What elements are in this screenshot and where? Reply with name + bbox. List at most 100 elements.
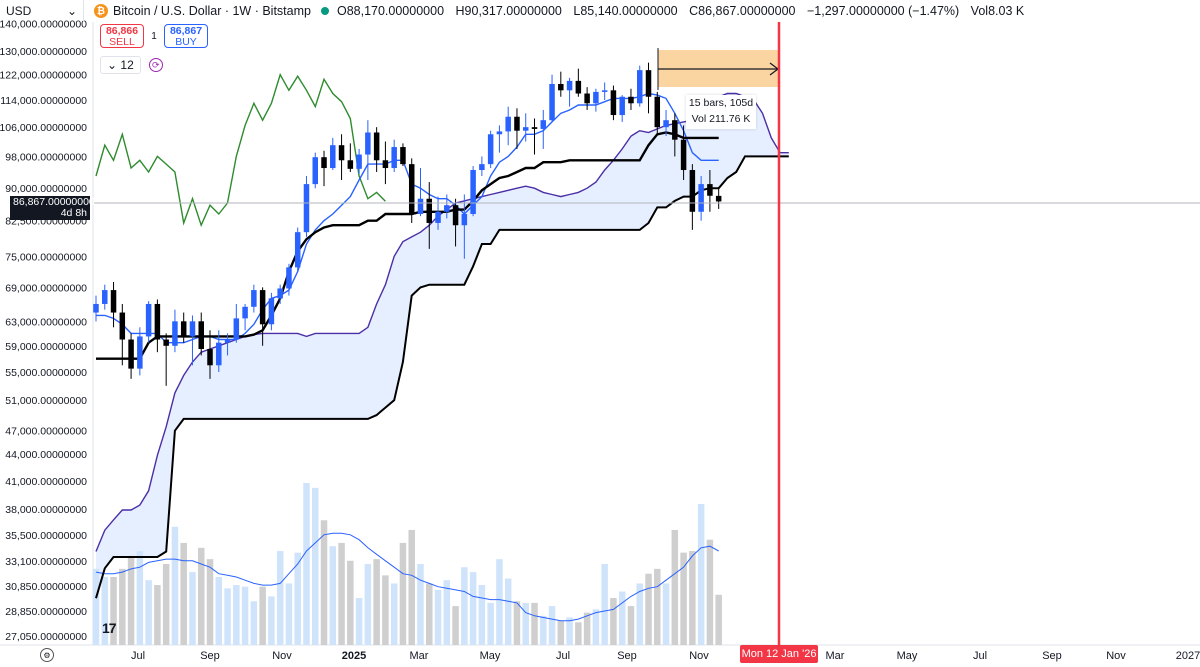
last-price-tag: 86,867.00000000 4d 8h bbox=[10, 196, 95, 220]
sell-price: 86,866 bbox=[105, 25, 139, 37]
volume-bar bbox=[110, 576, 117, 645]
high-value: 90,317.00000000 bbox=[464, 4, 562, 18]
candle-body bbox=[251, 290, 257, 307]
candle-body bbox=[514, 116, 520, 131]
volume-bar bbox=[706, 539, 714, 645]
indicator-count-button[interactable]: ⌄ 12 bbox=[100, 56, 141, 74]
volume-bar bbox=[171, 526, 179, 645]
symbol-title[interactable]: ₿ Bitcoin / U.S. Dollar · 1W · Bitstamp bbox=[94, 4, 311, 18]
volume-bar bbox=[338, 542, 345, 645]
volume-bar bbox=[180, 542, 187, 645]
volume-bar bbox=[233, 585, 240, 645]
volume-bar bbox=[627, 606, 635, 645]
candle-body bbox=[531, 127, 538, 129]
tradingview-logo-icon[interactable]: 17 bbox=[102, 620, 117, 636]
candle-body bbox=[145, 303, 152, 337]
candle-body bbox=[689, 170, 696, 212]
leading-span-b-line bbox=[95, 155, 789, 599]
volume-bar bbox=[382, 575, 389, 645]
volume-bar bbox=[671, 529, 679, 645]
x-tick-label: Nov bbox=[1106, 650, 1126, 662]
y-tick-label: 114,000.00000000 bbox=[0, 95, 87, 107]
candle-body bbox=[102, 290, 108, 304]
y-tick-label: 33,100.00000000 bbox=[5, 556, 87, 568]
candle-body bbox=[312, 157, 318, 185]
volume-bar bbox=[197, 547, 205, 645]
candle-body bbox=[338, 145, 345, 161]
candle-body bbox=[356, 154, 362, 169]
candle-body bbox=[654, 96, 661, 128]
volume-bar bbox=[145, 580, 152, 645]
sell-button[interactable]: 86,866 SELL bbox=[100, 24, 144, 48]
candle-body bbox=[365, 132, 371, 155]
vol-value: 8.03 K bbox=[988, 4, 1025, 18]
candle-body bbox=[233, 318, 240, 340]
y-tick-label: 122,000.00000000 bbox=[0, 70, 87, 82]
candle-body bbox=[259, 290, 266, 325]
candle-body bbox=[452, 205, 459, 226]
candle-body bbox=[198, 321, 204, 349]
buy-button[interactable]: 86,867 BUY bbox=[164, 24, 208, 48]
candle-body bbox=[628, 96, 634, 104]
currency-selector[interactable]: USD ⌄ bbox=[0, 0, 84, 22]
settings-icon[interactable]: ⚙ bbox=[40, 648, 54, 662]
volume-bar bbox=[303, 483, 310, 645]
change-value: −1,297.00000000 (−1.47%) bbox=[806, 4, 960, 18]
volume-bar bbox=[583, 612, 591, 645]
volume-bar bbox=[680, 552, 687, 645]
volume-bar bbox=[452, 606, 459, 645]
volume-bar bbox=[364, 564, 372, 645]
candle-body bbox=[505, 116, 511, 132]
measure-tooltip: 15 bars, 105d Vol 211.76 K bbox=[686, 95, 756, 129]
candle-body bbox=[575, 80, 582, 94]
y-tick-label: 98,000.00000000 bbox=[5, 151, 87, 163]
volume-bar bbox=[259, 586, 266, 645]
x-tick-label: Sep bbox=[200, 650, 220, 662]
low-value: 85,140.00000000 bbox=[580, 4, 678, 18]
x-tick-label: 2027 bbox=[1176, 650, 1200, 662]
indicator-count: 12 bbox=[120, 58, 134, 72]
candle-body bbox=[707, 184, 713, 196]
measure-vol: Vol 211.76 K bbox=[691, 113, 751, 125]
volume-bar bbox=[189, 572, 196, 645]
y-tick-label: 28,850.00000000 bbox=[5, 606, 87, 618]
close-value: 86,867.00000000 bbox=[698, 4, 796, 18]
y-tick-label: 27,050.00000000 bbox=[5, 631, 87, 643]
volume-bar bbox=[101, 576, 109, 645]
candle-body bbox=[321, 157, 327, 169]
sync-icon[interactable]: ⟳ bbox=[148, 58, 163, 72]
candle-body bbox=[207, 348, 213, 366]
volume-bar bbox=[496, 559, 503, 645]
volume-bar bbox=[215, 576, 223, 645]
volume-bar bbox=[329, 546, 337, 645]
volume-bar bbox=[224, 588, 231, 645]
volume-bar bbox=[540, 615, 547, 645]
market-status-icon[interactable] bbox=[320, 7, 329, 15]
symbol-label: Bitcoin / U.S. Dollar · 1W · Bitstamp bbox=[113, 4, 311, 18]
volume-bar bbox=[478, 585, 486, 645]
candle-body bbox=[698, 184, 704, 212]
volume-bar bbox=[154, 585, 161, 645]
volume-bar bbox=[320, 520, 328, 645]
y-tick-label: 59,000.00000000 bbox=[5, 341, 87, 353]
y-tick-label: 55,000.00000000 bbox=[5, 367, 87, 379]
volume-ma-line bbox=[95, 532, 719, 622]
volume-bar bbox=[575, 622, 582, 645]
x-tick-label: May bbox=[480, 650, 501, 662]
candle-body bbox=[216, 342, 222, 366]
open-label: O bbox=[336, 4, 347, 18]
buy-label: BUY bbox=[175, 36, 197, 48]
volume-bar bbox=[127, 555, 135, 645]
candle-body bbox=[645, 70, 652, 97]
candle-body bbox=[286, 267, 292, 289]
y-tick-label: 106,000.00000000 bbox=[0, 122, 87, 134]
x-tick-label: May bbox=[897, 650, 918, 662]
volume-bar bbox=[119, 568, 126, 645]
volume-bar bbox=[347, 560, 354, 645]
candle-body bbox=[479, 164, 485, 171]
volume-bar bbox=[662, 583, 670, 645]
volume-bar bbox=[373, 559, 380, 645]
countdown: 4d 8h bbox=[60, 207, 87, 219]
volume-bar bbox=[618, 591, 626, 645]
